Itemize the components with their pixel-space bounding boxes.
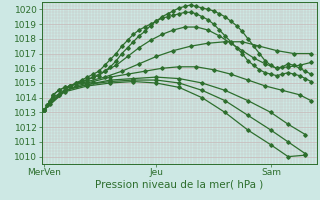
X-axis label: Pression niveau de la mer( hPa ): Pression niveau de la mer( hPa ): [95, 180, 263, 190]
